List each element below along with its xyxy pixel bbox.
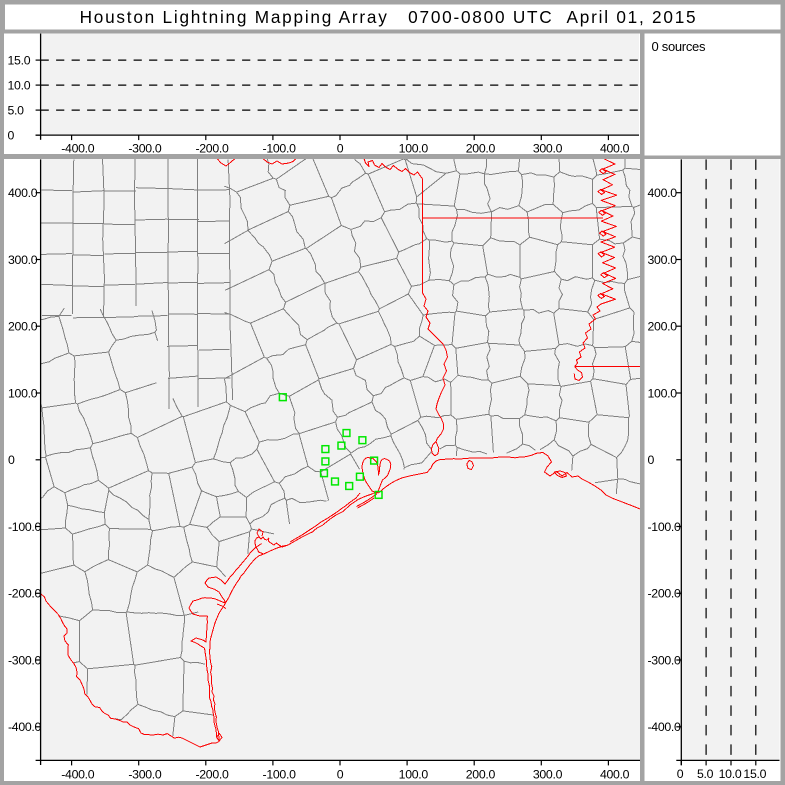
svg-text:15.0: 15.0 <box>8 53 31 67</box>
svg-text:300.0: 300.0 <box>8 253 38 267</box>
svg-text:-300.0: -300.0 <box>8 653 42 667</box>
svg-text:-400.0: -400.0 <box>8 720 42 734</box>
svg-text:100.0: 100.0 <box>399 768 429 782</box>
svg-text:0 sources: 0 sources <box>652 39 706 54</box>
svg-text:300.0: 300.0 <box>533 768 563 782</box>
svg-text:10.0: 10.0 <box>8 78 31 92</box>
svg-text:400.0: 400.0 <box>648 186 678 200</box>
svg-text:-100.0: -100.0 <box>263 768 297 782</box>
svg-text:10.0: 10.0 <box>719 767 742 781</box>
svg-text:-100.0: -100.0 <box>648 520 682 534</box>
svg-text:0: 0 <box>337 768 344 782</box>
svg-text:200.0: 200.0 <box>648 320 678 334</box>
svg-text:15.0: 15.0 <box>743 767 766 781</box>
svg-text:-300.0: -300.0 <box>128 768 162 782</box>
svg-text:100.0: 100.0 <box>399 142 429 156</box>
svg-text:400.0: 400.0 <box>600 768 630 782</box>
svg-text:200.0: 200.0 <box>466 768 496 782</box>
svg-text:200.0: 200.0 <box>466 142 496 156</box>
svg-text:-200.0: -200.0 <box>648 587 682 601</box>
svg-text:-100.0: -100.0 <box>263 142 297 156</box>
svg-text:5.0: 5.0 <box>697 767 714 781</box>
svg-text:100.0: 100.0 <box>648 386 678 400</box>
svg-text:400.0: 400.0 <box>8 186 38 200</box>
svg-text:-300.0: -300.0 <box>648 653 682 667</box>
svg-text:300.0: 300.0 <box>533 142 563 156</box>
svg-text:200.0: 200.0 <box>8 320 38 334</box>
svg-text:0: 0 <box>8 453 15 467</box>
svg-text:-300.0: -300.0 <box>128 142 162 156</box>
svg-text:400.0: 400.0 <box>600 142 630 156</box>
svg-text:0: 0 <box>337 142 344 156</box>
svg-text:-400.0: -400.0 <box>648 720 682 734</box>
svg-text:-400.0: -400.0 <box>61 142 95 156</box>
svg-text:5.0: 5.0 <box>8 103 25 117</box>
svg-text:-100.0: -100.0 <box>8 520 42 534</box>
svg-text:-200.0: -200.0 <box>8 587 42 601</box>
svg-text:0: 0 <box>677 767 684 781</box>
svg-text:0: 0 <box>8 128 15 142</box>
svg-text:-200.0: -200.0 <box>195 142 229 156</box>
svg-text:100.0: 100.0 <box>8 386 38 400</box>
svg-text:300.0: 300.0 <box>648 253 678 267</box>
svg-text:Houston Lightning Mapping Arra: Houston Lightning Mapping Array 0700-080… <box>80 7 696 27</box>
svg-text:-400.0: -400.0 <box>61 768 95 782</box>
svg-text:-200.0: -200.0 <box>195 768 229 782</box>
svg-text:0: 0 <box>648 453 655 467</box>
